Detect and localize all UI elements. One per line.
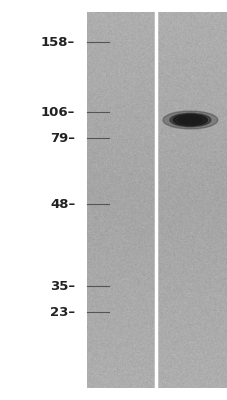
Ellipse shape [173, 114, 207, 126]
Ellipse shape [169, 113, 210, 127]
Text: 79–: 79– [50, 132, 75, 144]
Ellipse shape [178, 116, 201, 124]
Text: 48–: 48– [50, 198, 75, 210]
Ellipse shape [162, 111, 217, 129]
Text: 23–: 23– [50, 306, 75, 318]
Text: 158–: 158– [41, 36, 75, 48]
Text: 106–: 106– [41, 106, 75, 118]
Text: 35–: 35– [50, 280, 75, 292]
